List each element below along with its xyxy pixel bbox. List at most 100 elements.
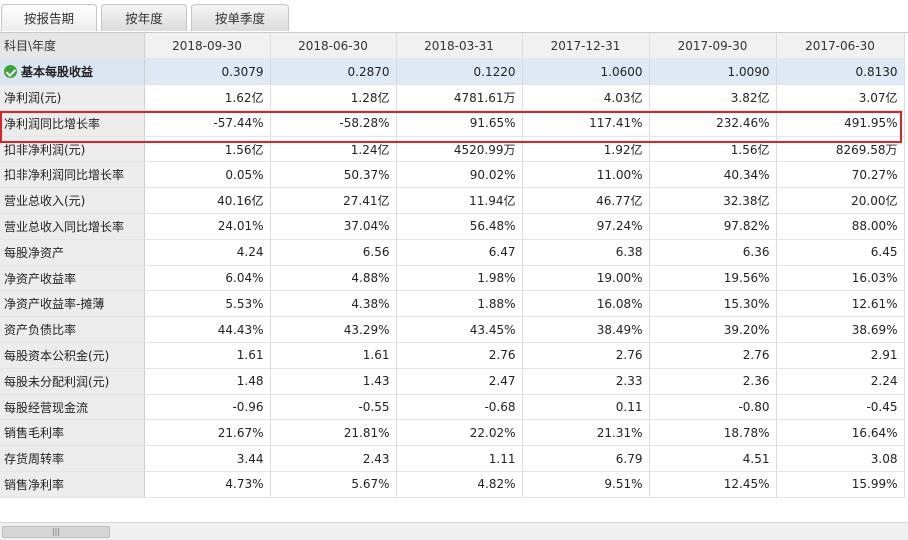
row-label-cell: 扣非净利润同比增长率	[0, 161, 145, 189]
table-row[interactable]: 基本每股收益 0.3079 0.2870 0.1220 1.0600 1.0090 0.81…	[0, 58, 905, 86]
table-row[interactable]: 净利润(元) 1.62亿 1.28亿 4781.61万 4.03亿 3.82亿 3.07亿	[0, 84, 905, 111]
value-cell: 91.65%	[396, 110, 523, 137]
value-cell: -58.28%	[270, 110, 397, 137]
row-label-cell: 营业总收入(元)	[0, 187, 145, 215]
row-label-cell: 净利润同比增长率	[0, 110, 145, 137]
value-cell: 6.36	[649, 239, 777, 266]
value-cell: 5.53%	[144, 290, 271, 318]
value-cell: 0.05%	[144, 161, 271, 189]
value-cell: 32.38亿	[649, 187, 777, 215]
value-cell: 12.45%	[649, 471, 777, 498]
table-row[interactable]: 营业总收入(元) 40.16亿 27.41亿 11.94亿 46.77亿 32.38亿 20…	[0, 187, 905, 215]
column-header-period[interactable]: 2017-12-31	[522, 33, 650, 60]
value-cell: 12.61%	[776, 290, 905, 318]
value-cell: 9.51%	[522, 471, 650, 498]
value-cell: 2.76	[649, 342, 777, 369]
value-cell: 6.38	[522, 239, 650, 266]
value-cell: 50.37%	[270, 161, 397, 189]
check-circle-icon	[4, 65, 17, 79]
value-cell: -0.80	[649, 394, 777, 421]
value-cell: 1.28亿	[270, 84, 397, 111]
table-row[interactable]: 存货周转率 3.44 2.43 1.11 6.79 4.51 3.08	[0, 445, 905, 473]
table-row[interactable]: 每股净资产 4.24 6.56 6.47 6.38 6.36 6.45	[0, 239, 905, 266]
value-cell: 97.82%	[649, 213, 777, 240]
table-row[interactable]: 营业总收入同比增长率 24.01% 37.04% 56.48% 97.24% 97.82%…	[0, 213, 905, 240]
row-label-text: 每股未分配利润(元)	[4, 374, 110, 389]
row-label-text: 营业总收入(元)	[4, 194, 86, 209]
row-label-cell: 每股未分配利润(元)	[0, 368, 145, 395]
value-cell: 2.91	[776, 342, 905, 369]
table-row[interactable]: 扣非净利润(元) 1.56亿 1.24亿 4520.99万 1.92亿 1.56亿 8269…	[0, 136, 905, 163]
table-row[interactable]: 扣非净利润同比增长率 0.05% 50.37% 90.02% 11.00% 40.34% 7…	[0, 161, 905, 189]
value-cell: 491.95%	[776, 110, 905, 137]
row-label-text: 净利润(元)	[4, 90, 62, 105]
value-cell: -0.55	[270, 394, 397, 421]
value-cell: 44.43%	[144, 316, 271, 344]
table-row[interactable]: 每股资本公积金(元) 1.61 1.61 2.76 2.76 2.76 2.91	[0, 342, 905, 369]
value-cell: 19.56%	[649, 265, 777, 292]
report-period-tabs: 按报告期 按年度 按单季度	[0, 0, 908, 33]
value-cell: 38.69%	[776, 316, 905, 344]
scrollbar-thumb[interactable]: |||	[2, 526, 110, 538]
value-cell: 16.03%	[776, 265, 905, 292]
row-label-cell: 营业总收入同比增长率	[0, 213, 145, 240]
tab-by-report-period[interactable]: 按报告期	[1, 4, 97, 31]
value-cell: 1.11	[396, 445, 523, 473]
horizontal-scrollbar[interactable]: |||	[0, 522, 908, 540]
row-label-cell: 资产负债比率	[0, 316, 145, 344]
value-cell: 3.07亿	[776, 84, 905, 111]
table-row[interactable]: 每股经营现金流 -0.96 -0.55 -0.68 0.11 -0.80 -0.45	[0, 394, 905, 421]
value-cell: 19.00%	[522, 265, 650, 292]
value-cell: 232.46%	[649, 110, 777, 137]
row-label-text: 营业总收入同比增长率	[4, 219, 125, 234]
row-label-text: 每股资本公积金(元)	[4, 348, 110, 363]
column-header-period[interactable]: 2018-03-31	[396, 33, 523, 60]
value-cell: 22.02%	[396, 419, 523, 447]
value-cell: 8269.58万	[776, 136, 905, 163]
table-row[interactable]: 净资产收益率 6.04% 4.88% 1.98% 19.00% 19.56% 16.03%	[0, 265, 905, 292]
value-cell: -0.68	[396, 394, 523, 421]
value-cell: 37.04%	[270, 213, 397, 240]
column-header-period[interactable]: 2018-06-30	[270, 33, 397, 60]
value-cell: 1.92亿	[522, 136, 650, 163]
row-label-text: 资产负债比率	[4, 323, 77, 338]
value-cell: 1.61	[144, 342, 271, 369]
value-cell: 6.79	[522, 445, 650, 473]
value-cell: 1.98%	[396, 265, 523, 292]
value-cell: 0.3079	[144, 58, 271, 86]
column-header-period[interactable]: 2018-09-30	[144, 33, 271, 60]
value-cell: 2.47	[396, 368, 523, 395]
value-cell: 6.56	[270, 239, 397, 266]
value-cell: 27.41亿	[270, 187, 397, 215]
value-cell: 88.00%	[776, 213, 905, 240]
table-row[interactable]: 净资产收益率-摊薄 5.53% 4.38% 1.88% 16.08% 15.30% 12.6…	[0, 290, 905, 318]
table-row[interactable]: 销售毛利率 21.67% 21.81% 22.02% 21.31% 18.78% 16.64…	[0, 419, 905, 447]
tab-divider	[0, 32, 908, 33]
tab-by-quarter[interactable]: 按单季度	[191, 4, 289, 31]
value-cell: 4.03亿	[522, 84, 650, 111]
table-row[interactable]: 净利润同比增长率 -57.44% -58.28% 91.65% 117.41% 232.4…	[0, 110, 905, 137]
row-label-text: 净资产收益率-摊薄	[4, 297, 105, 312]
tab-by-year[interactable]: 按年度	[101, 4, 187, 31]
column-header-period[interactable]: 2017-09-30	[649, 33, 777, 60]
value-cell: 3.44	[144, 445, 271, 473]
row-label-cell: 存货周转率	[0, 445, 145, 473]
row-label-cell: 每股经营现金流	[0, 394, 145, 421]
table-row[interactable]: 资产负债比率 44.43% 43.29% 43.45% 38.49% 39.20% 38.6…	[0, 316, 905, 344]
row-label-cell: 基本每股收益	[0, 58, 145, 86]
value-cell: 2.76	[522, 342, 650, 369]
row-label-text: 净利润同比增长率	[4, 116, 101, 131]
value-cell: 1.62亿	[144, 84, 271, 111]
value-cell: -0.45	[776, 394, 905, 421]
row-label-cell: 净利润(元)	[0, 84, 145, 111]
table-row[interactable]: 销售净利率 4.73% 5.67% 4.82% 9.51% 12.45% 15.99%	[0, 471, 905, 498]
table-row[interactable]: 每股未分配利润(元) 1.48 1.43 2.47 2.33 2.36 2.24	[0, 368, 905, 395]
value-cell: -57.44%	[144, 110, 271, 137]
column-header-period[interactable]: 2017-06-30	[776, 33, 905, 60]
row-label-cell: 扣非净利润(元)	[0, 136, 145, 163]
value-cell: 6.47	[396, 239, 523, 266]
value-cell: 1.0090	[649, 58, 777, 86]
value-cell: 1.61	[270, 342, 397, 369]
value-cell: 16.08%	[522, 290, 650, 318]
value-cell: 6.45	[776, 239, 905, 266]
